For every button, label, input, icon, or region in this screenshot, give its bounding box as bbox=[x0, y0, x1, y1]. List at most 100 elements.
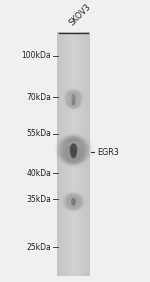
Bar bbox=[74, 32, 75, 276]
Ellipse shape bbox=[64, 89, 83, 105]
Text: EGR3: EGR3 bbox=[97, 148, 119, 157]
Ellipse shape bbox=[67, 91, 80, 103]
Ellipse shape bbox=[70, 149, 77, 158]
Ellipse shape bbox=[62, 144, 85, 163]
Ellipse shape bbox=[67, 97, 80, 108]
Bar bbox=[58, 32, 59, 276]
Ellipse shape bbox=[63, 88, 84, 107]
Ellipse shape bbox=[72, 100, 75, 105]
Ellipse shape bbox=[70, 99, 77, 106]
Ellipse shape bbox=[64, 144, 83, 162]
Ellipse shape bbox=[65, 146, 82, 161]
Ellipse shape bbox=[65, 141, 82, 158]
Ellipse shape bbox=[63, 192, 84, 211]
Ellipse shape bbox=[61, 143, 86, 164]
Bar bbox=[79, 32, 80, 276]
Ellipse shape bbox=[66, 194, 82, 209]
Ellipse shape bbox=[66, 91, 81, 104]
Ellipse shape bbox=[66, 195, 81, 209]
Ellipse shape bbox=[68, 98, 79, 107]
Bar bbox=[77, 32, 78, 276]
Bar bbox=[57, 32, 58, 276]
Ellipse shape bbox=[66, 91, 81, 104]
Ellipse shape bbox=[69, 92, 78, 102]
Ellipse shape bbox=[60, 136, 87, 163]
Ellipse shape bbox=[66, 195, 81, 209]
Bar bbox=[86, 32, 87, 276]
Ellipse shape bbox=[66, 141, 81, 158]
Text: 35kDa: 35kDa bbox=[26, 195, 51, 204]
Bar bbox=[85, 32, 86, 276]
Ellipse shape bbox=[64, 95, 83, 110]
Bar bbox=[83, 32, 84, 276]
Bar bbox=[71, 32, 72, 276]
Ellipse shape bbox=[65, 145, 82, 162]
Ellipse shape bbox=[69, 197, 78, 207]
Ellipse shape bbox=[60, 142, 87, 165]
Ellipse shape bbox=[58, 141, 89, 166]
Ellipse shape bbox=[71, 94, 76, 101]
Ellipse shape bbox=[62, 143, 85, 164]
Bar bbox=[69, 32, 70, 276]
Ellipse shape bbox=[66, 90, 81, 104]
Ellipse shape bbox=[67, 147, 80, 160]
Ellipse shape bbox=[56, 133, 92, 166]
Text: 70kDa: 70kDa bbox=[26, 93, 51, 102]
Bar bbox=[72, 32, 73, 276]
Ellipse shape bbox=[59, 142, 88, 165]
Ellipse shape bbox=[64, 193, 83, 211]
Bar bbox=[61, 32, 62, 276]
Bar bbox=[78, 32, 79, 276]
Ellipse shape bbox=[63, 89, 84, 106]
Bar bbox=[60, 32, 61, 276]
Bar bbox=[80, 32, 81, 276]
Bar bbox=[70, 32, 71, 276]
Ellipse shape bbox=[64, 89, 83, 106]
Bar bbox=[59, 32, 60, 276]
Ellipse shape bbox=[59, 136, 88, 163]
Ellipse shape bbox=[68, 196, 79, 207]
Ellipse shape bbox=[64, 145, 83, 162]
Ellipse shape bbox=[58, 135, 89, 164]
Text: SKOV3: SKOV3 bbox=[67, 2, 92, 27]
Ellipse shape bbox=[57, 135, 90, 165]
Ellipse shape bbox=[59, 141, 88, 166]
Ellipse shape bbox=[64, 193, 83, 210]
Bar bbox=[75, 32, 76, 276]
Ellipse shape bbox=[67, 92, 80, 103]
Ellipse shape bbox=[68, 98, 79, 107]
Bar bbox=[89, 32, 90, 276]
Ellipse shape bbox=[65, 96, 82, 109]
Bar bbox=[84, 32, 85, 276]
Ellipse shape bbox=[68, 92, 79, 103]
Ellipse shape bbox=[61, 142, 86, 164]
Ellipse shape bbox=[69, 98, 78, 107]
Ellipse shape bbox=[55, 133, 92, 166]
Ellipse shape bbox=[58, 140, 89, 167]
Ellipse shape bbox=[67, 97, 80, 108]
Ellipse shape bbox=[64, 89, 83, 106]
Text: 100kDa: 100kDa bbox=[22, 51, 51, 60]
Bar bbox=[73, 32, 74, 276]
Ellipse shape bbox=[63, 193, 84, 211]
Ellipse shape bbox=[62, 192, 85, 212]
Text: 40kDa: 40kDa bbox=[26, 169, 51, 178]
Ellipse shape bbox=[66, 96, 81, 109]
Ellipse shape bbox=[62, 138, 85, 161]
Ellipse shape bbox=[64, 140, 83, 160]
Bar bbox=[87, 32, 88, 276]
Bar bbox=[63, 32, 64, 276]
Ellipse shape bbox=[63, 144, 84, 163]
Ellipse shape bbox=[64, 96, 82, 110]
Text: 25kDa: 25kDa bbox=[26, 243, 51, 252]
Ellipse shape bbox=[62, 191, 85, 212]
Bar bbox=[66, 32, 67, 276]
Text: 55kDa: 55kDa bbox=[26, 129, 51, 138]
Ellipse shape bbox=[66, 96, 81, 109]
Ellipse shape bbox=[67, 195, 80, 208]
Bar bbox=[88, 32, 89, 276]
Ellipse shape bbox=[64, 193, 82, 210]
Ellipse shape bbox=[66, 146, 81, 161]
Bar bbox=[67, 32, 68, 276]
Ellipse shape bbox=[65, 90, 82, 105]
